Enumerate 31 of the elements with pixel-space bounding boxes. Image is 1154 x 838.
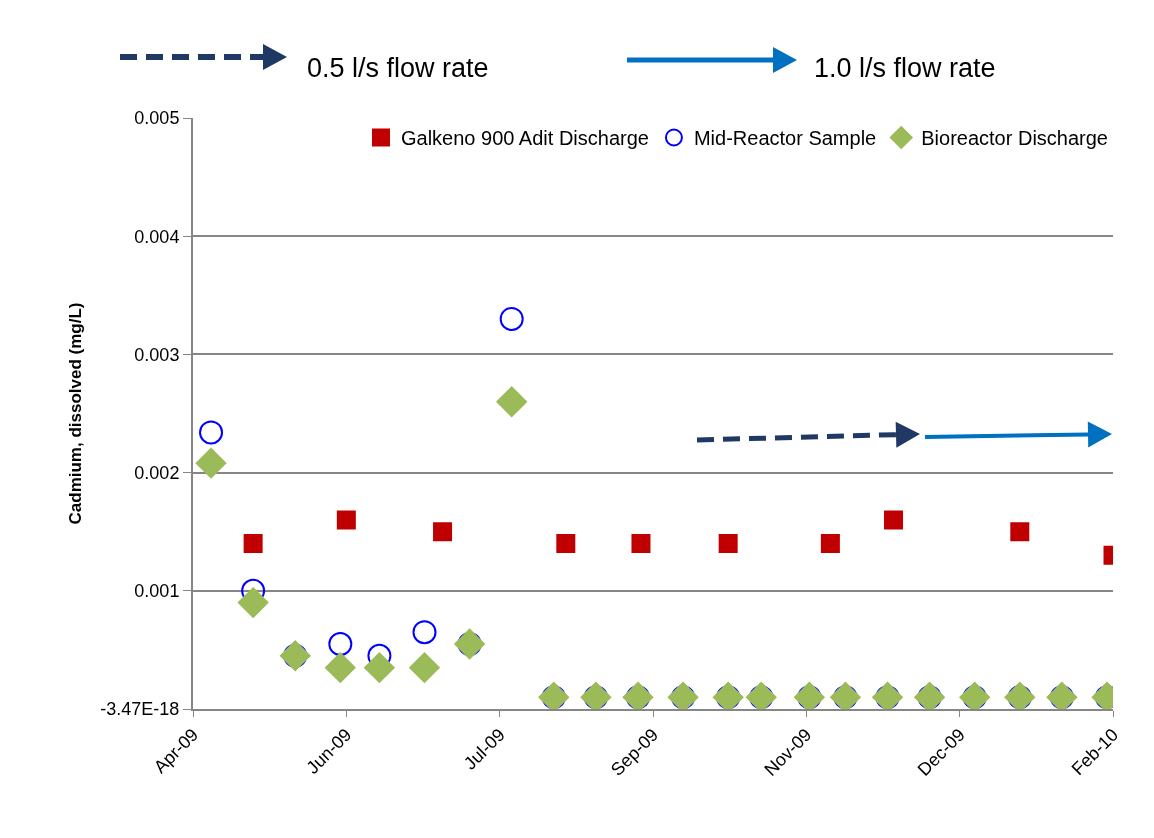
point xyxy=(237,587,269,618)
point xyxy=(631,534,651,554)
y-tick-label: 0.003 xyxy=(134,344,180,365)
point xyxy=(364,652,395,683)
point xyxy=(199,420,224,445)
point xyxy=(499,306,524,331)
point xyxy=(409,652,440,683)
point xyxy=(328,631,353,656)
point xyxy=(433,522,453,542)
y-tick-label: 0.004 xyxy=(134,226,180,247)
point xyxy=(496,386,527,417)
point xyxy=(556,534,576,554)
y-axis-title: Cadmium, dissolved (mg/L) xyxy=(66,302,86,525)
text: 0.5 l/s flow rate xyxy=(307,53,489,83)
legend-label: Bioreactor Discharge xyxy=(921,127,1108,150)
y-tick-label: 0.001 xyxy=(134,581,180,602)
point xyxy=(412,620,437,645)
point xyxy=(820,534,840,554)
legend-label: Mid-Reactor Sample xyxy=(693,127,877,150)
y-tick-label: 0.005 xyxy=(134,108,180,129)
point xyxy=(325,652,356,683)
point xyxy=(884,510,904,530)
y-tick-label: 0.002 xyxy=(134,462,180,483)
point xyxy=(195,447,227,479)
point xyxy=(243,534,263,554)
y-tick-label: -3.47E-18 xyxy=(100,699,180,720)
point xyxy=(336,510,356,530)
point xyxy=(1010,522,1030,542)
point xyxy=(718,534,738,554)
legend-label: Galkeno 900 Adit Discharge xyxy=(401,127,649,150)
text: 1.0 l/s flow rate xyxy=(814,53,996,83)
